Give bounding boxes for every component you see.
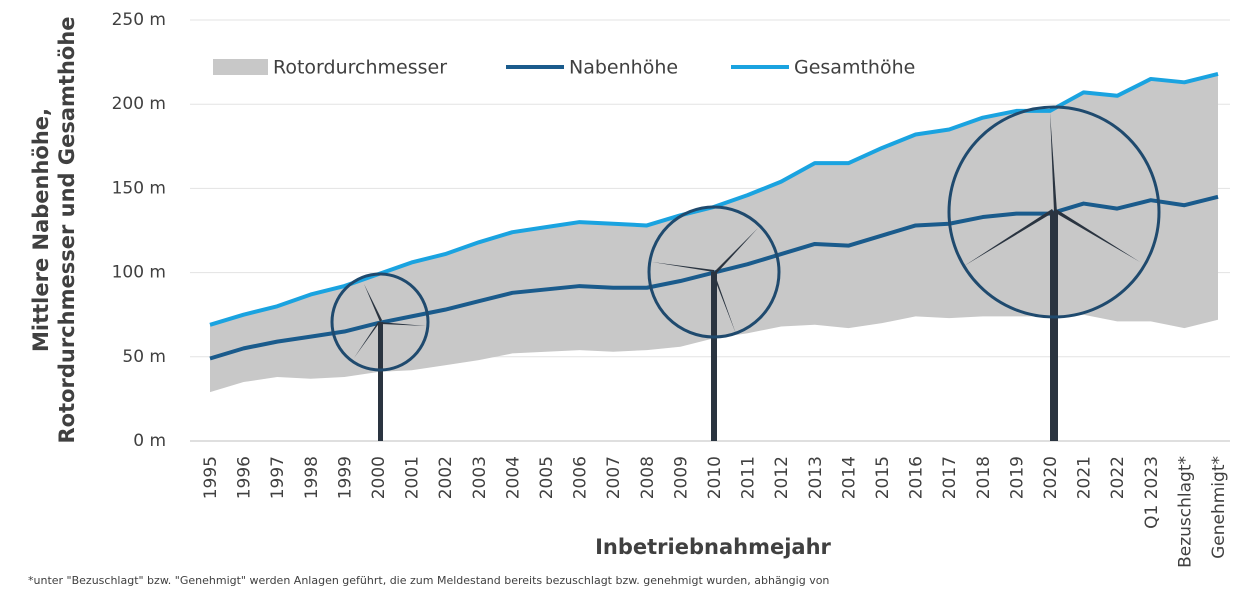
y-tick-label: 100 m — [112, 263, 166, 283]
x-tick-label: Bezuschlagt* — [1175, 456, 1195, 568]
x-tick-label: 2011 — [739, 456, 759, 499]
x-tick-label: 2006 — [571, 456, 591, 499]
x-tick-label: 1997 — [268, 456, 288, 499]
legend-swatch — [213, 59, 268, 75]
x-tick-label: 2013 — [806, 456, 826, 499]
turbines — [330, 105, 1161, 441]
x-tick-label: 2004 — [503, 456, 523, 499]
y-tick-label: 50 m — [122, 347, 166, 367]
x-tick-label: 1995 — [201, 456, 221, 499]
x-tick-label: 2021 — [1075, 456, 1095, 499]
x-tick-label: 2009 — [671, 456, 691, 499]
x-tick-label: 2020 — [1041, 456, 1061, 499]
x-tick-label: 2016 — [907, 456, 927, 499]
y-tick-label: 0 m — [133, 431, 166, 451]
x-tick-label: 2018 — [974, 456, 994, 499]
x-tick-label: 2002 — [436, 456, 456, 499]
x-tick-label: 2000 — [369, 456, 389, 499]
footnote: *unter "Bezuschlagt" bzw. "Genehmigt" we… — [28, 574, 829, 587]
x-tick-label: 2014 — [839, 456, 859, 499]
y-tick-label: 150 m — [112, 178, 166, 198]
x-tick-label: 2003 — [470, 456, 490, 499]
x-tick-label: 2012 — [772, 456, 792, 499]
x-tick-label: 2008 — [638, 456, 658, 499]
x-tick-label: 2010 — [705, 456, 725, 499]
x-tick-label: 2001 — [403, 456, 423, 499]
x-tick-label: Q1 2023 — [1142, 456, 1162, 529]
legend-label: Gesamthöhe — [794, 57, 915, 79]
x-tick-label: 2017 — [940, 456, 960, 499]
x-tick-label: 2005 — [537, 456, 557, 499]
y-axis-title-line: Mittlere Nabenhöhe, — [29, 108, 53, 352]
x-tick-label: 1996 — [235, 456, 255, 499]
x-tick-label: 1999 — [335, 456, 355, 499]
x-tick-label: 2019 — [1007, 456, 1027, 499]
y-axis-title-line: Rotordurchmesser und Gesamthöhe — [55, 16, 79, 443]
x-tick-label: Genehmigt* — [1209, 456, 1229, 559]
x-tick-label: 2007 — [604, 456, 624, 499]
y-tick-label: 250 m — [112, 10, 166, 30]
plot — [190, 19, 1230, 442]
legend-label: Rotordurchmesser — [273, 57, 447, 79]
x-tick-label: 2022 — [1108, 456, 1128, 499]
y-tick-label: 200 m — [112, 94, 166, 114]
y-axis-title: Mittlere Nabenhöhe, Rotordurchmesser und… — [29, 16, 79, 443]
x-tick-label: 2015 — [873, 456, 893, 499]
x-tick-label: 1998 — [302, 456, 322, 499]
x-axis-title: Inbetriebnahmejahr — [595, 535, 831, 559]
legend-label: Nabenhöhe — [569, 57, 678, 79]
